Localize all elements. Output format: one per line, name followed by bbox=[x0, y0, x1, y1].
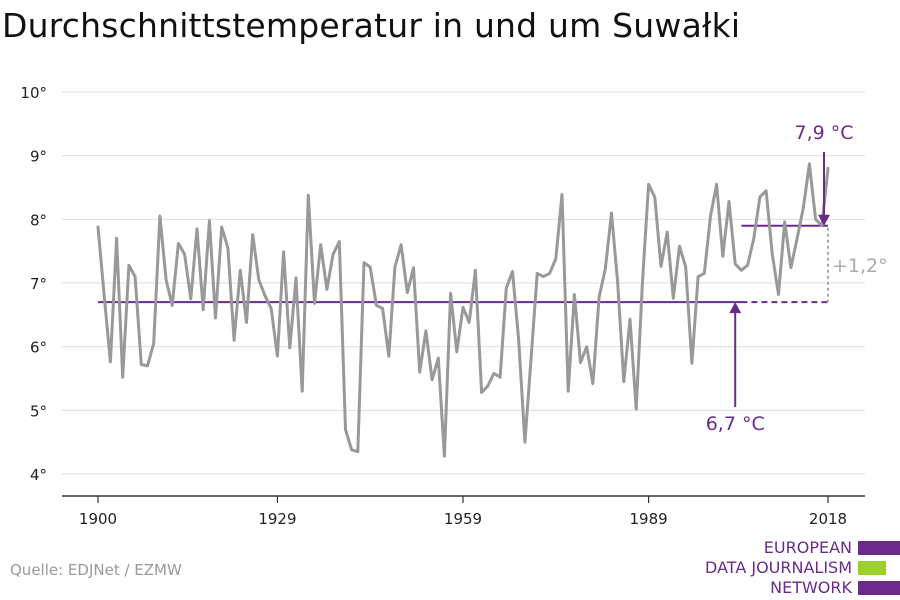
baseline-mean-label: 6,7 °C bbox=[706, 413, 765, 435]
x-axis-ticks: 1900 1929 1959 1989 2018 bbox=[79, 496, 847, 528]
y-tick-label-5: 5° bbox=[30, 402, 47, 420]
recent-mean-label: 7,9 °C bbox=[794, 122, 853, 144]
baseline-arrow-head bbox=[729, 302, 742, 314]
x-tick-label-2018: 2018 bbox=[809, 510, 847, 528]
recent-arrow-head bbox=[818, 214, 830, 226]
logo-line-2: DATA JOURNALISM bbox=[705, 558, 852, 577]
edjnet-logo[interactable]: EUROPEAN DATA JOURNALISM NETWORK bbox=[700, 538, 900, 600]
y-tick-label-4: 4° bbox=[30, 466, 47, 484]
temperature-line-chart: 1900 1929 1959 1989 2018 4° 5° 6° 7° 8° 9° 10° +1,… bbox=[20, 84, 888, 528]
logo-bar-bottom bbox=[858, 581, 900, 595]
delta-label: +1,2° bbox=[832, 255, 888, 277]
y-tick-label-7: 7° bbox=[30, 275, 47, 293]
chart-title: Durchschnittstemperatur in und um Suwałk… bbox=[2, 6, 741, 45]
x-tick-label-1929: 1929 bbox=[258, 510, 296, 528]
y-tick-label-8: 8° bbox=[30, 211, 47, 229]
x-tick-label-1959: 1959 bbox=[444, 510, 482, 528]
source-note: Quelle: EDJNet / EZMW bbox=[10, 561, 182, 579]
gridlines bbox=[62, 91, 865, 475]
x-tick-label-1989: 1989 bbox=[629, 510, 667, 528]
logo-line-3: NETWORK bbox=[770, 578, 852, 597]
logo-bar-middle bbox=[858, 561, 886, 575]
temperature-series-line bbox=[96, 162, 830, 458]
y-tick-label-6: 6° bbox=[30, 339, 47, 357]
y-tick-label-10: 10° bbox=[20, 84, 47, 102]
y-tick-label-9: 9° bbox=[30, 148, 47, 166]
logo-bar-top bbox=[858, 541, 900, 555]
y-axis-ticks: 4° 5° 6° 7° 8° 9° 10° bbox=[20, 84, 47, 484]
series-layer bbox=[96, 162, 830, 458]
logo-line-1: EUROPEAN bbox=[763, 538, 852, 557]
annotations: +1,2° 7,9 °C 6,7 °C bbox=[706, 122, 888, 435]
x-tick-label-1900: 1900 bbox=[79, 510, 117, 528]
